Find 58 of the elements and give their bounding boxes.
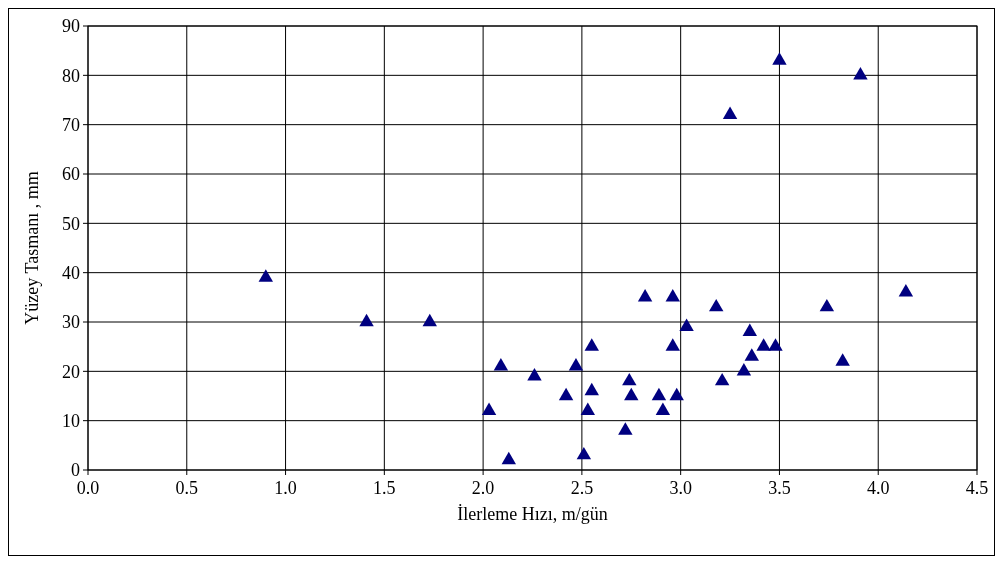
point — [722, 106, 738, 119]
point — [819, 298, 835, 312]
point — [501, 451, 516, 465]
point — [742, 323, 758, 337]
y-tick-label: 0 — [71, 460, 80, 481]
point — [679, 318, 694, 332]
x-tick-label: 2.5 — [570, 478, 594, 498]
y-tick-label: 40 — [62, 262, 80, 283]
point — [584, 382, 599, 396]
x-tick-label: 1.5 — [373, 478, 396, 498]
x-tick-label: 0.5 — [175, 478, 199, 498]
x-tick-label: 3.0 — [669, 478, 692, 498]
y-axis-title: Yüzey Tasmanı , mm — [22, 171, 42, 325]
y-tick-label: 90 — [62, 16, 80, 37]
point — [665, 338, 680, 351]
point — [359, 313, 374, 327]
point — [568, 358, 584, 371]
y-tick-label: 70 — [62, 114, 80, 135]
point — [665, 289, 680, 302]
y-tick-label: 30 — [62, 312, 80, 333]
point — [558, 387, 574, 401]
point — [258, 269, 274, 282]
point — [481, 402, 497, 415]
point — [714, 372, 730, 386]
point — [527, 367, 542, 381]
point — [756, 338, 771, 351]
point — [624, 387, 639, 401]
y-tick-label: 10 — [62, 410, 80, 431]
point — [744, 348, 759, 361]
point — [618, 422, 633, 435]
point — [637, 289, 653, 302]
point — [584, 338, 599, 351]
x-tick-label: 2.0 — [471, 478, 495, 498]
point — [493, 358, 509, 371]
point — [772, 52, 787, 65]
point — [622, 372, 637, 386]
x-tick-label: 4.5 — [965, 478, 989, 498]
x-tick-label: 0.0 — [76, 478, 100, 498]
point — [669, 387, 684, 401]
y-tick-label: 60 — [62, 164, 80, 185]
point — [422, 313, 437, 327]
point — [853, 67, 868, 80]
y-tick-label: 50 — [62, 213, 80, 234]
point — [580, 402, 596, 415]
point — [835, 353, 850, 366]
point — [736, 363, 752, 376]
x-axis-title: İlerleme Hızı, m/gün — [457, 504, 608, 524]
y-tick-label: 20 — [62, 361, 80, 382]
point — [576, 446, 592, 460]
point — [898, 284, 914, 297]
y-tick-label: 80 — [62, 65, 80, 86]
point — [709, 298, 724, 312]
point — [655, 402, 671, 415]
point — [651, 387, 667, 401]
x-tick-label: 3.5 — [768, 478, 791, 498]
point — [768, 338, 783, 351]
x-tick-label: 1.0 — [274, 478, 297, 498]
x-tick-label: 4.0 — [866, 478, 890, 498]
